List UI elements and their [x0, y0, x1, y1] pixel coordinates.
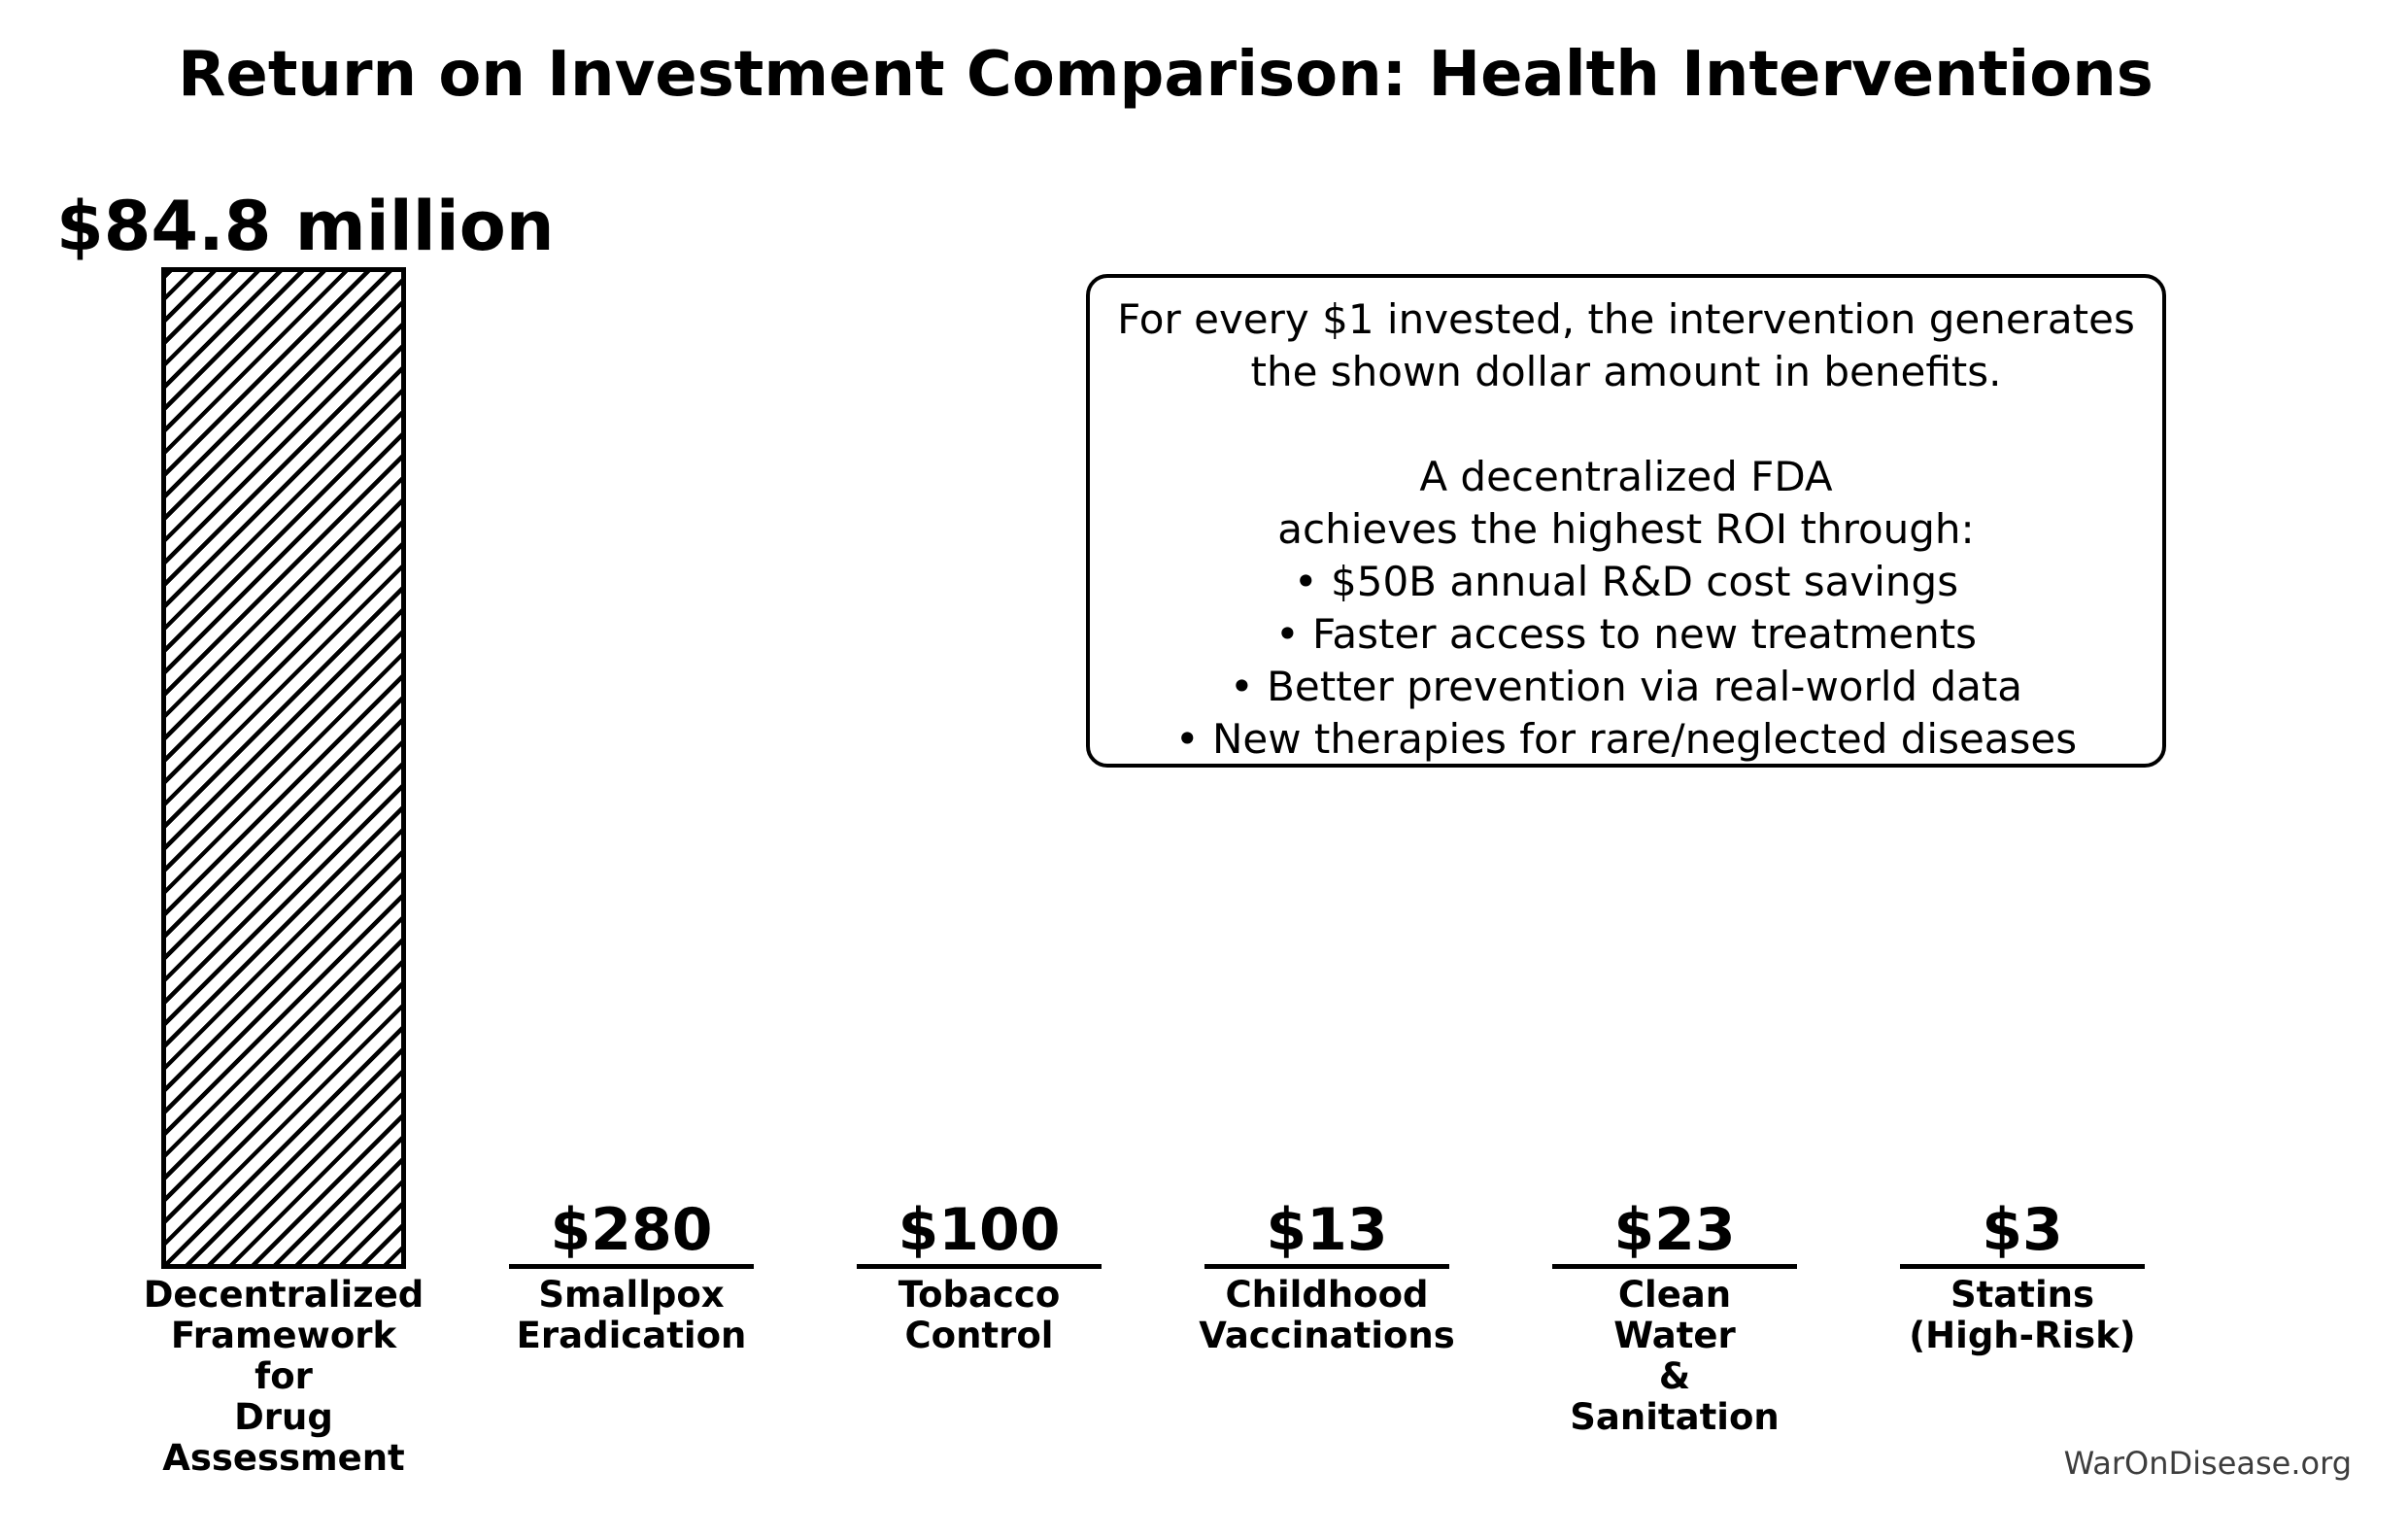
- bar-zero-line-vaccinations: [1204, 1264, 1449, 1269]
- bar-zero-line-statins: [1900, 1264, 2145, 1269]
- bar-label-vaccinations: Childhood Vaccinations: [1199, 1274, 1455, 1356]
- annotation-text: For every $1 invested, the intervention …: [1117, 295, 2135, 763]
- bar-value-label-statins: $3: [1982, 1196, 2063, 1264]
- source-credit: WarOnDisease.org: [2063, 1445, 2352, 1482]
- bar-value-label-vaccinations: $13: [1266, 1196, 1388, 1264]
- bar-label-smallpox: Smallpox Eradication: [516, 1274, 747, 1356]
- big-bar-hatched: [161, 267, 406, 1269]
- bar-label-tobacco: Tobacco Control: [898, 1274, 1061, 1356]
- bar-zero-line-smallpox: [509, 1264, 754, 1269]
- bar-value-label-smallpox: $280: [550, 1196, 713, 1264]
- chart-title: Return on Investment Comparison: Health …: [178, 39, 2154, 111]
- bar-value-label-clean-water: $23: [1613, 1196, 1736, 1264]
- bar-label-statins: Statins (High-Risk): [1909, 1274, 2136, 1356]
- annotation-box: For every $1 invested, the intervention …: [1086, 274, 2166, 768]
- big-bar-value-label: $84.8 million: [56, 187, 555, 266]
- bar-zero-line-tobacco: [857, 1264, 1102, 1269]
- bar-label-clean-water: Clean Water & Sanitation: [1570, 1274, 1780, 1438]
- bar-label-decentralized-framework: Decentralized Framework for Drug Assessm…: [143, 1274, 424, 1479]
- bar-zero-line-clean-water: [1552, 1264, 1797, 1269]
- bar-value-label-tobacco: $100: [898, 1196, 1061, 1264]
